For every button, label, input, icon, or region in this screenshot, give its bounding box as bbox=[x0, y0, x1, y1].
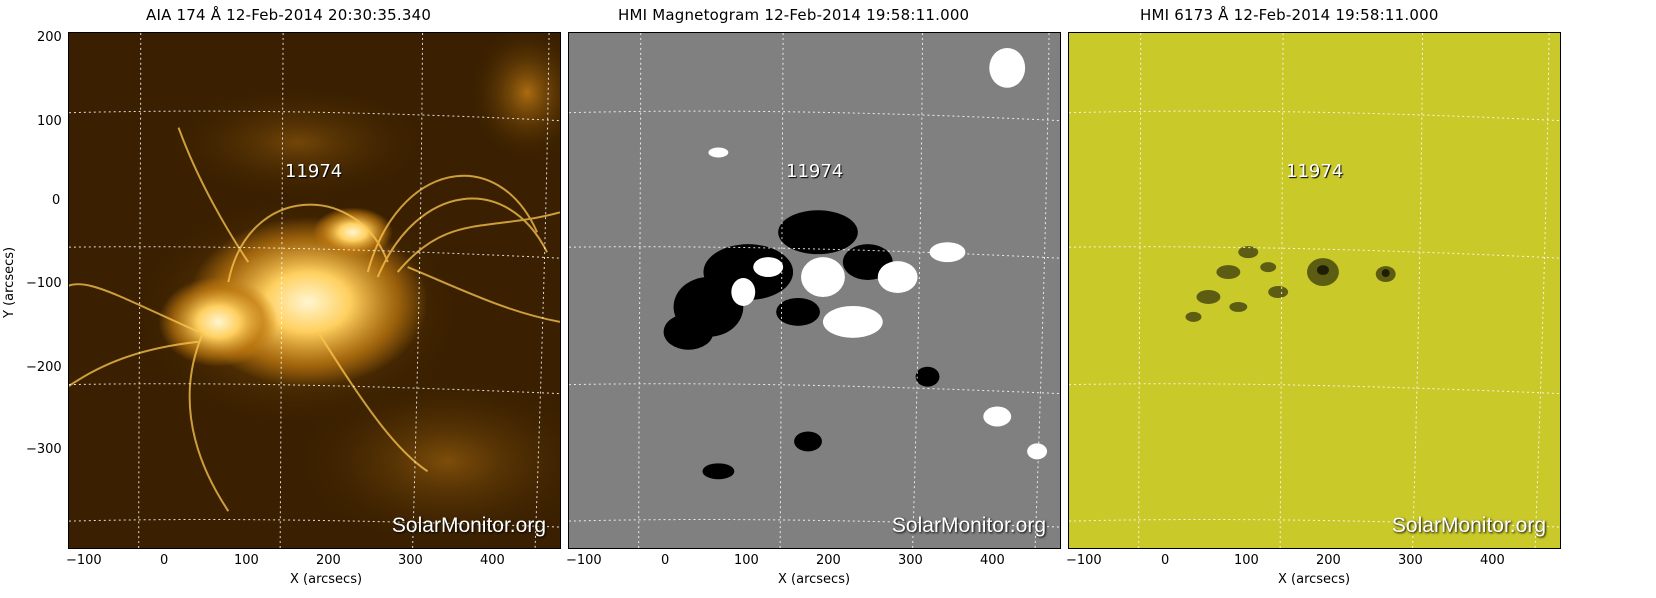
x-axis-label: X (arcsecs) bbox=[778, 572, 851, 587]
y-tick-label: −300 bbox=[26, 442, 62, 457]
x-axis-label: X (arcsecs) bbox=[290, 572, 363, 587]
x-tick-label: 400 bbox=[1480, 553, 1505, 568]
panel-aia-title: AIA 174 Å 12-Feb-2014 20:30:35.340 bbox=[146, 6, 432, 24]
x-tick-label: 0 bbox=[661, 553, 670, 568]
y-axis-label: Y (arcsecs) bbox=[2, 246, 17, 318]
watermark: SolarMonitor.org bbox=[391, 514, 546, 537]
x-tick-label: 100 bbox=[734, 553, 759, 568]
x-tick-label: 400 bbox=[980, 553, 1005, 568]
region-label: 11974 bbox=[285, 161, 343, 182]
x-tick-label: 0 bbox=[1161, 553, 1170, 568]
x-tick-label: 300 bbox=[398, 553, 423, 568]
x-tick-label: 200 bbox=[816, 553, 841, 568]
x-tick-label: 200 bbox=[1316, 553, 1341, 568]
x-tick-label: 300 bbox=[898, 553, 923, 568]
x-tick-label: −100 bbox=[1066, 553, 1102, 568]
region-label: 11974 bbox=[786, 161, 844, 182]
x-axis-label: X (arcsecs) bbox=[1278, 572, 1351, 587]
x-tick-label: 100 bbox=[1234, 553, 1259, 568]
panel-aia-image: 11974 SolarMonitor.org bbox=[68, 32, 561, 549]
region-label: 11974 bbox=[1286, 161, 1344, 182]
x-tick-label: −100 bbox=[566, 553, 602, 568]
watermark: SolarMonitor.org bbox=[891, 514, 1046, 537]
x-tick-label: −100 bbox=[66, 553, 102, 568]
x-tick-label: 100 bbox=[234, 553, 259, 568]
panel-magnetogram-image: 11974 SolarMonitor.org bbox=[568, 32, 1061, 549]
x-tick-label: 400 bbox=[480, 553, 505, 568]
x-tick-label: 200 bbox=[316, 553, 341, 568]
y-tick-label: 100 bbox=[37, 114, 62, 129]
y-tick-label: −200 bbox=[26, 360, 62, 375]
y-tick-label: −100 bbox=[26, 276, 62, 291]
panel-continuum-image: 11974 SolarMonitor.org bbox=[1068, 32, 1561, 549]
y-tick-label: 0 bbox=[52, 193, 61, 208]
y-tick-label: 200 bbox=[37, 30, 62, 45]
panel-continuum-title: HMI 6173 Å 12-Feb-2014 19:58:11.000 bbox=[1140, 6, 1439, 24]
x-tick-label: 300 bbox=[1398, 553, 1423, 568]
x-tick-label: 0 bbox=[160, 553, 169, 568]
panel-magnetogram-title: HMI Magnetogram 12-Feb-2014 19:58:11.000 bbox=[618, 6, 970, 24]
watermark: SolarMonitor.org bbox=[1391, 514, 1546, 537]
